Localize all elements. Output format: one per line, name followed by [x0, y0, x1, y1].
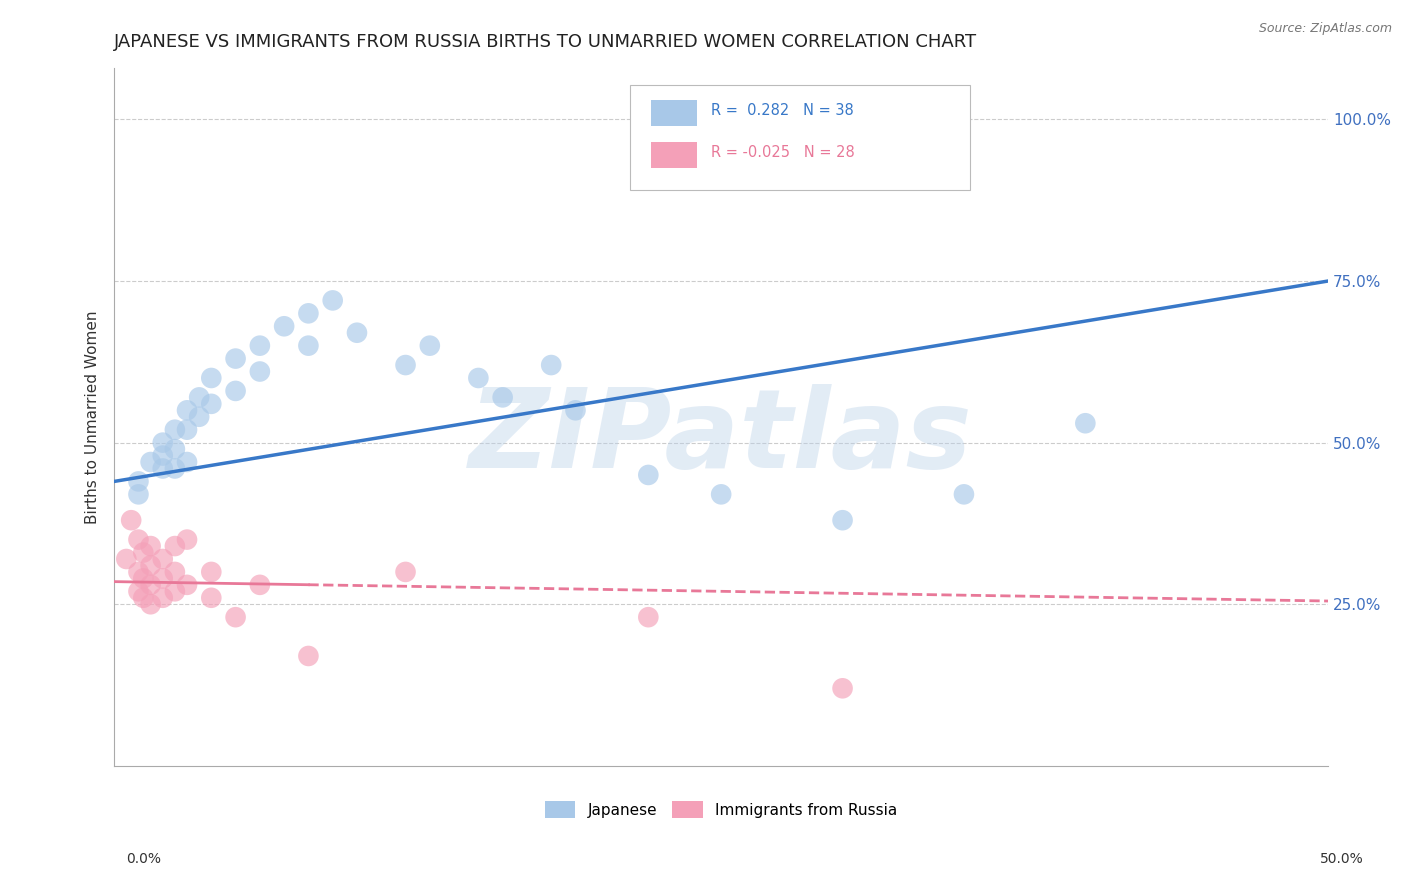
Point: [115, 552, 138, 566]
Point: [139, 578, 162, 592]
Text: R = -0.025   N = 28: R = -0.025 N = 28: [711, 145, 855, 161]
Point: [127, 475, 149, 489]
Point: [139, 455, 162, 469]
Point: [139, 597, 162, 611]
Point: [152, 449, 174, 463]
Point: [225, 384, 247, 398]
Point: [152, 571, 174, 585]
FancyBboxPatch shape: [651, 142, 697, 169]
Text: R =  0.282   N = 38: R = 0.282 N = 38: [711, 103, 855, 119]
Point: [139, 539, 162, 553]
Point: [953, 487, 976, 501]
Text: 0.0%: 0.0%: [127, 852, 162, 866]
Point: [132, 545, 155, 559]
FancyBboxPatch shape: [651, 100, 697, 127]
Point: [1074, 416, 1097, 430]
Text: ZIPatlas: ZIPatlas: [470, 384, 973, 491]
Point: [200, 565, 222, 579]
Point: [297, 339, 319, 353]
Text: 50.0%: 50.0%: [1320, 852, 1364, 866]
Point: [127, 487, 149, 501]
Point: [394, 358, 416, 372]
Point: [163, 461, 186, 475]
Point: [132, 591, 155, 605]
Point: [152, 552, 174, 566]
FancyBboxPatch shape: [630, 85, 970, 190]
Point: [163, 539, 186, 553]
Point: [467, 371, 489, 385]
Point: [176, 455, 198, 469]
Point: [637, 610, 659, 624]
Text: JAPANESE VS IMMIGRANTS FROM RUSSIA BIRTHS TO UNMARRIED WOMEN CORRELATION CHART: JAPANESE VS IMMIGRANTS FROM RUSSIA BIRTH…: [114, 33, 977, 51]
Point: [163, 584, 186, 599]
Point: [225, 610, 247, 624]
Point: [564, 403, 586, 417]
Point: [132, 571, 155, 585]
Point: [637, 467, 659, 482]
Point: [152, 435, 174, 450]
Point: [322, 293, 344, 308]
Point: [710, 487, 733, 501]
Point: [127, 565, 149, 579]
Y-axis label: Births to Unmarried Women: Births to Unmarried Women: [86, 310, 100, 524]
Point: [188, 390, 211, 404]
Point: [225, 351, 247, 366]
Point: [152, 461, 174, 475]
Point: [492, 390, 515, 404]
Point: [831, 681, 853, 696]
Point: [176, 578, 198, 592]
Legend: Japanese, Immigrants from Russia: Japanese, Immigrants from Russia: [538, 795, 904, 824]
Point: [249, 364, 271, 378]
Point: [200, 591, 222, 605]
Point: [297, 306, 319, 320]
Point: [127, 584, 149, 599]
Point: [188, 409, 211, 424]
Point: [540, 358, 562, 372]
Point: [176, 533, 198, 547]
Point: [139, 558, 162, 573]
Point: [163, 442, 186, 456]
Point: [273, 319, 295, 334]
Point: [249, 578, 271, 592]
Point: [200, 371, 222, 385]
Point: [176, 403, 198, 417]
Point: [163, 423, 186, 437]
Point: [346, 326, 368, 340]
Point: [163, 565, 186, 579]
Point: [200, 397, 222, 411]
Point: [394, 565, 416, 579]
Point: [249, 339, 271, 353]
Point: [120, 513, 142, 527]
Point: [127, 533, 149, 547]
Point: [152, 591, 174, 605]
Point: [419, 339, 441, 353]
Point: [176, 423, 198, 437]
Point: [297, 648, 319, 663]
Text: Source: ZipAtlas.com: Source: ZipAtlas.com: [1258, 22, 1392, 36]
Point: [831, 513, 853, 527]
